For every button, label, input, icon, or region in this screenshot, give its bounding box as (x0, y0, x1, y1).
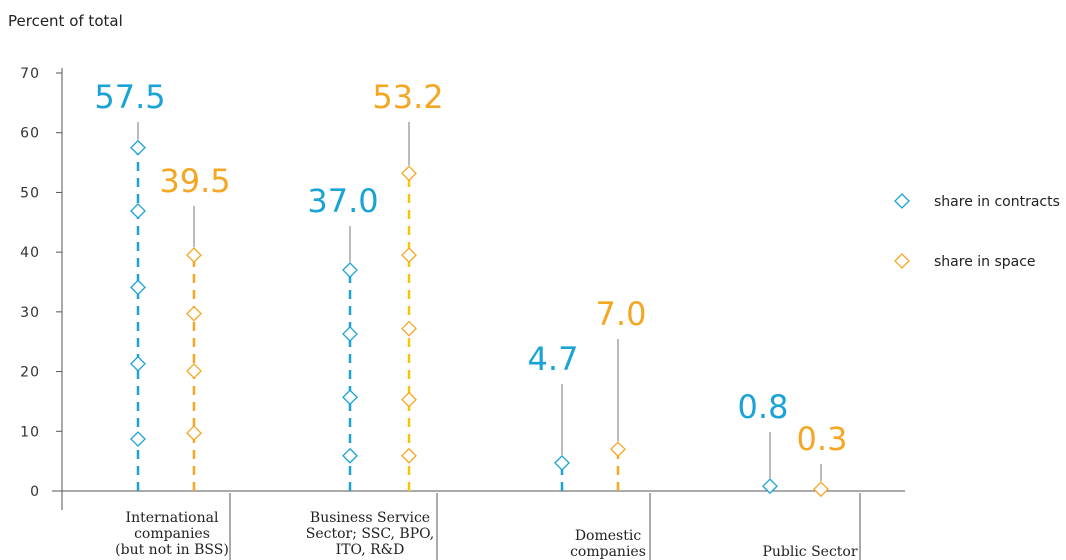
y-tick-label: 10 (20, 424, 40, 440)
total-label: 53.2 (372, 78, 443, 116)
total-label: 0.8 (738, 388, 789, 426)
category-label: Domestic (575, 528, 642, 544)
total-label: 57.5 (94, 78, 165, 116)
data-point (401, 391, 417, 408)
legend-label: share in contracts (934, 194, 1060, 210)
legend-marker-icon (894, 253, 910, 269)
data-point (342, 447, 358, 464)
total-label: 7.0 (596, 295, 647, 333)
data-point (130, 203, 146, 219)
data-point (186, 425, 202, 441)
marks: 57.5 37.0 4.7 0.8 39.5 53.2 7.0 0.3 (94, 78, 848, 498)
data-point (130, 431, 146, 447)
y-tick-label: 0 (30, 484, 40, 500)
y-tick-label: 50 (20, 185, 40, 201)
y-tick-label: 20 (20, 365, 40, 381)
legend-label: share in space (934, 254, 1036, 270)
y-tick-label: 30 (20, 305, 40, 321)
data-point (186, 363, 202, 379)
category-label: (but not in BSS) (115, 542, 229, 558)
total-label: 39.5 (159, 162, 230, 200)
data-point (401, 320, 417, 337)
data-point (342, 326, 358, 342)
total-label: 0.3 (797, 420, 848, 458)
category-label: companies (570, 544, 646, 560)
category-label: Sector; SSC, BPO, (306, 526, 435, 542)
legend-marker-icon (894, 193, 910, 209)
category-label: ITO, R&D (336, 542, 405, 558)
y-tick-label: 60 (20, 126, 40, 142)
data-point (401, 165, 417, 182)
category-label: companies (134, 526, 210, 542)
category-label: Public Sector (762, 544, 857, 560)
data-point (130, 279, 146, 296)
data-point (186, 247, 202, 264)
data-point (130, 139, 146, 156)
data-point (186, 305, 202, 322)
data-point (554, 455, 570, 471)
data-point (610, 441, 626, 458)
category-label: International (126, 510, 219, 526)
data-point (130, 355, 146, 372)
data-point (762, 478, 778, 495)
data-point (401, 247, 417, 264)
data-point (813, 481, 829, 498)
data-point (342, 389, 358, 406)
total-label: 37.0 (307, 182, 378, 220)
total-label: 4.7 (528, 340, 579, 378)
data-point (401, 447, 417, 464)
category-label: Business Service (310, 510, 430, 526)
axes: 010203040506070Internationalcompanies(bu… (20, 66, 905, 560)
y-tick-label: 70 (20, 66, 40, 82)
data-point (342, 262, 358, 278)
y-tick-label: 40 (20, 245, 40, 261)
y-axis-label: Percent of total (8, 12, 123, 30)
legend: share in contracts share in space (894, 193, 1060, 270)
